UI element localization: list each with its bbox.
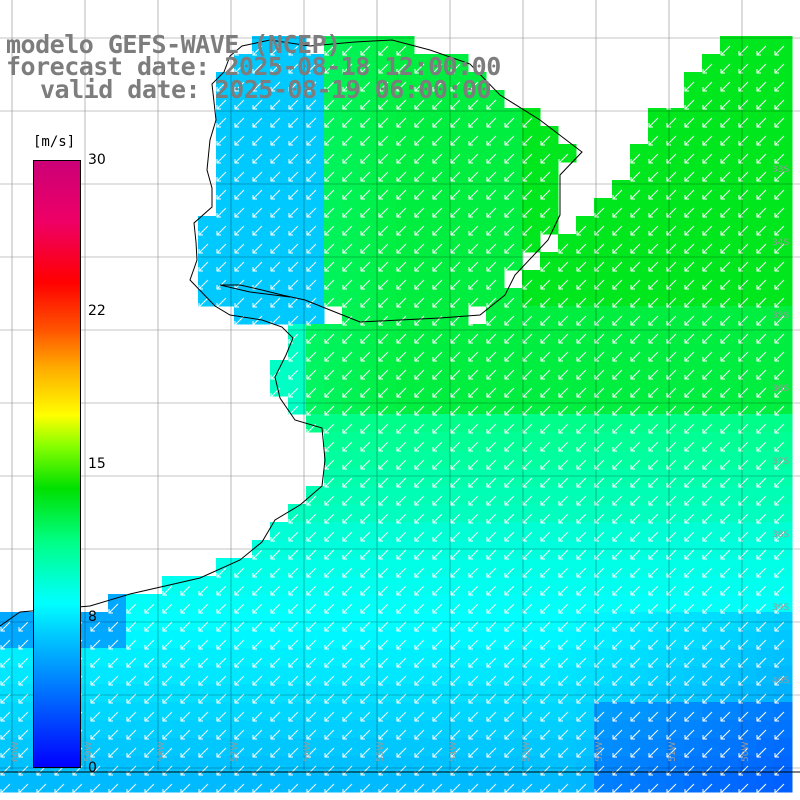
lon-label: 58W (157, 742, 167, 762)
lon-label: 53W (522, 742, 532, 762)
model-title: modelo GEFS-WAVE (NCEP) (6, 30, 341, 59)
colorbar-tick-8: 8 (88, 609, 97, 625)
colorbar-tick-15: 15 (88, 456, 106, 472)
lat-label: 36S (772, 384, 789, 394)
valid-date: valid date: 2025-08-19 06:00:00 (40, 75, 492, 104)
colorbar-unit: [m/s] (33, 134, 76, 150)
lat-label: 37S (772, 457, 789, 467)
lat-label: 35S (772, 311, 789, 321)
coastline (0, 39, 583, 627)
wind-speed-field (0, 36, 793, 793)
lon-label: 51W (668, 742, 678, 762)
lon-label: 60W (11, 742, 21, 762)
lon-label: 56W (303, 742, 313, 762)
colorbar-tick-30: 30 (88, 152, 106, 168)
lon-label: 50W (741, 742, 751, 762)
colorbar-tick-0: 0 (88, 760, 97, 776)
lat-label: 33S (772, 165, 789, 175)
lat-label: 40S (772, 676, 789, 686)
forecast-date: forecast date: 2025-08-18 12:00:00 (6, 52, 501, 81)
lon-label: 57W (230, 742, 240, 762)
lon-label: 59W (84, 742, 94, 762)
lat-label: 34S (772, 238, 789, 248)
lon-label: 55W (376, 742, 386, 762)
lon-label: 52W (595, 742, 605, 762)
lat-label: 39S (772, 603, 789, 613)
axis-labels: 60W 59W 58W 57W 56W 55W 54W 53W 52W 51W 50W 33S 34S 3… (11, 165, 789, 762)
graticule (0, 0, 800, 770)
wind-arrows (0, 45, 785, 794)
lon-label: 54W (449, 742, 459, 762)
colorbar (33, 160, 81, 768)
colorbar-tick-22: 22 (88, 303, 106, 319)
lat-label: 38S (772, 530, 789, 540)
